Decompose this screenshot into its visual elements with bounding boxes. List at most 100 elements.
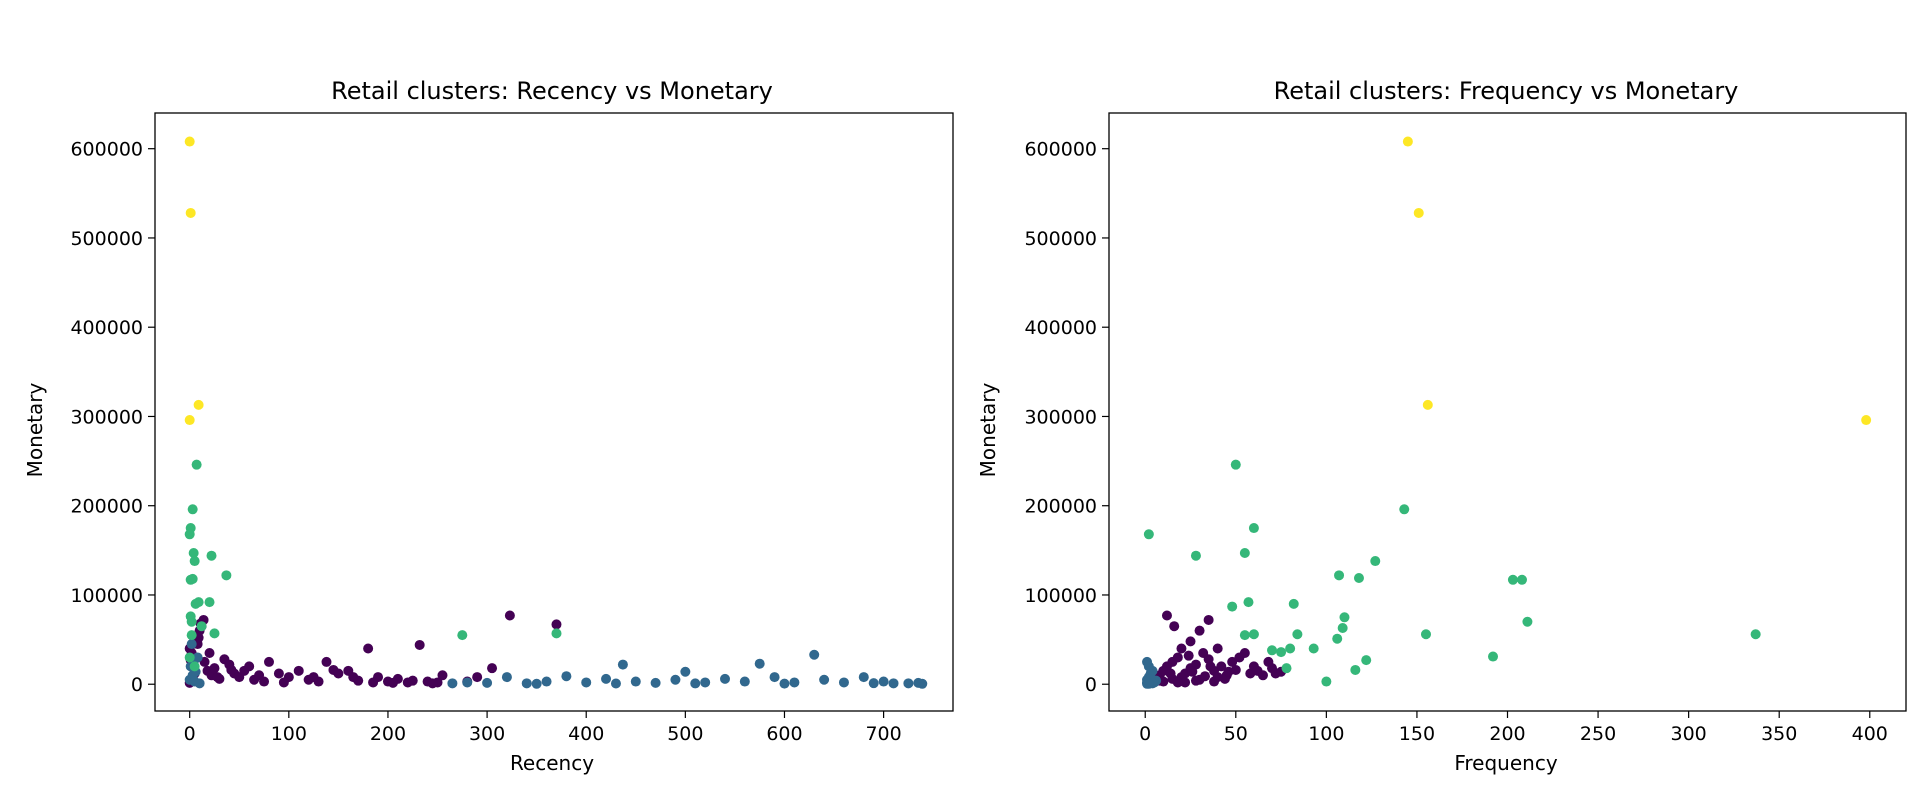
scatter-point	[690, 678, 701, 689]
y-axis-label: Monetary	[23, 383, 47, 478]
scatter-point	[308, 672, 319, 683]
scatter-point	[1861, 415, 1872, 426]
scatter-point	[1190, 550, 1201, 561]
scatter-point	[720, 673, 730, 684]
scatter-point	[1212, 672, 1223, 683]
scatter-point	[1285, 643, 1296, 654]
scatter-point	[1243, 597, 1254, 608]
scatter-point	[769, 672, 780, 683]
plot-frame	[154, 112, 954, 712]
scatter-point	[189, 661, 200, 672]
scatter-point	[601, 673, 612, 684]
scatter-point	[192, 652, 203, 663]
scatter-point	[1227, 656, 1238, 667]
scatter-point	[1212, 643, 1223, 654]
y-tick-label: 500000	[70, 228, 143, 250]
scatter-point	[206, 550, 217, 561]
plot-frame	[1108, 112, 1907, 712]
y-tick-label: 0	[131, 674, 143, 696]
scatter-point	[204, 647, 215, 658]
y-tick-label: 200000	[70, 496, 143, 518]
scatter-point	[1370, 556, 1381, 567]
scatter-point	[1223, 666, 1234, 677]
scatter-point	[680, 666, 691, 677]
scatter-point	[278, 677, 289, 688]
scatter-point	[226, 664, 237, 675]
scatter-point	[1276, 647, 1287, 658]
scatter-point	[348, 672, 359, 683]
scatter-point	[1361, 655, 1372, 666]
scatter-point	[1239, 647, 1250, 658]
scatter-point	[186, 616, 197, 627]
scatter-point	[617, 659, 628, 670]
y-tick-label: 400000	[70, 317, 143, 339]
scatter-point	[1321, 676, 1332, 687]
scatter-point	[1288, 598, 1299, 609]
scatter-points	[1142, 136, 1872, 689]
scatter-point	[482, 677, 493, 688]
scatter-point	[447, 678, 458, 689]
scatter-point	[1169, 621, 1180, 632]
scatter-point	[196, 621, 207, 632]
scatter-point	[1750, 629, 1761, 640]
scatter-point	[581, 677, 592, 688]
scatter-point	[328, 664, 339, 675]
x-tick-label: 200	[1489, 723, 1525, 745]
x-tick-label: 400	[568, 723, 604, 745]
scatter-point	[321, 656, 332, 667]
scatter-point	[193, 597, 204, 608]
x-tick-label: 150	[1399, 723, 1435, 745]
x-tick-label: 300	[1671, 723, 1707, 745]
scatter-point	[193, 399, 204, 410]
scatter-point	[184, 415, 195, 426]
x-tick-label: 600	[766, 723, 802, 745]
scatter-point	[1507, 574, 1518, 585]
scatter-point	[414, 639, 425, 650]
scatter-point	[1143, 678, 1154, 689]
scatter-point	[187, 504, 198, 515]
scatter-point	[1176, 643, 1187, 654]
scatter-point	[739, 676, 750, 687]
x-axis-label: Recency	[510, 751, 594, 775]
scatter-point	[184, 529, 195, 540]
scatter-point	[1353, 573, 1364, 584]
scatter-point	[1239, 548, 1250, 559]
scatter-point	[191, 459, 202, 470]
y-tick-label: 200000	[1024, 496, 1097, 518]
plot-area: 0 100 200 300 400 500 600 700 0 100000 200000 3000…	[70, 112, 954, 745]
scatter-point	[472, 672, 483, 683]
y-tick-label: 400000	[1024, 317, 1097, 339]
x-tick-label: 350	[1761, 723, 1797, 745]
scatter-point	[1143, 529, 1154, 540]
scatter-point	[457, 630, 468, 641]
scatter-point	[754, 658, 765, 669]
scatter-point	[1292, 629, 1303, 640]
scatter-point	[1337, 622, 1348, 633]
scatter-point	[1488, 651, 1499, 662]
scatter-point	[1185, 636, 1196, 647]
chart-title: Retail clusters: Recency vs Monetary	[331, 77, 773, 105]
x-tick-label: 300	[469, 723, 505, 745]
scatter-point	[878, 676, 889, 687]
scatter-point	[1172, 652, 1183, 663]
scatter-point	[551, 628, 562, 639]
y-tick-label: 0	[1085, 674, 1097, 696]
scatter-point	[1281, 663, 1292, 674]
scatter-point	[427, 678, 438, 689]
chart-title: Retail clusters: Frequency vs Monetary	[1274, 77, 1739, 105]
x-axis-ticks: 0 50 100 150 200 250 300 350 400	[1139, 711, 1888, 745]
scatter-point	[368, 677, 379, 688]
scatter-point	[1216, 661, 1227, 672]
scatter-point	[1248, 523, 1259, 534]
scatter-point	[487, 663, 498, 674]
scatter-point	[1227, 601, 1238, 612]
scatter-point	[273, 668, 284, 679]
scatter-point	[209, 628, 220, 639]
scatter-point	[212, 672, 223, 683]
scatter-point	[194, 678, 205, 689]
x-tick-label: 0	[1139, 723, 1151, 745]
scatter-point	[185, 207, 196, 218]
scatter-point	[858, 672, 869, 683]
x-tick-label: 200	[370, 723, 406, 745]
